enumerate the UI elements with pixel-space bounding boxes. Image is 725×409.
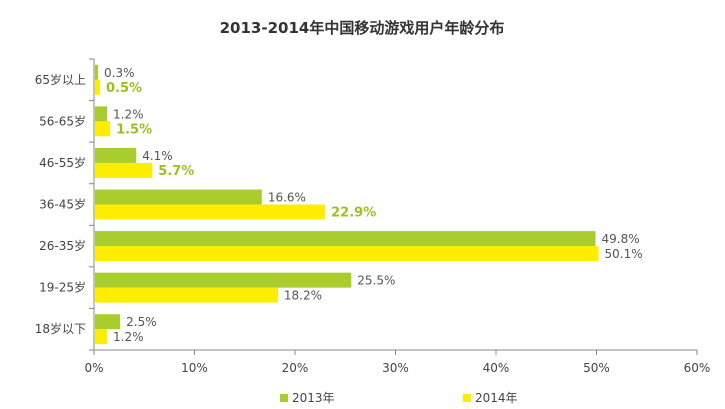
data-label: 18.2% <box>284 289 322 303</box>
data-label: 2.5% <box>126 315 157 329</box>
bar-2014 <box>95 287 278 303</box>
bar-2013 <box>95 314 121 330</box>
y-tick-label: 56-65岁 <box>39 113 86 128</box>
bar-2013 <box>95 64 99 80</box>
data-label: 0.5% <box>106 81 142 96</box>
bar-2013 <box>95 231 596 247</box>
bar-2013 <box>95 272 352 288</box>
y-tick-label: 46-55岁 <box>39 155 86 170</box>
chart-title: 2013-2014年中国移动游戏用户年龄分布 <box>220 19 505 37</box>
y-tick-label: 65岁以上 <box>35 72 86 87</box>
data-label: 5.7% <box>158 164 194 179</box>
x-tick-label: 50% <box>583 361 610 375</box>
y-tick-label: 19-25岁 <box>39 280 86 295</box>
legend: 2013年 2014年 <box>280 391 518 405</box>
bar-2014 <box>95 162 153 178</box>
y-tick-label: 26-35岁 <box>39 238 86 253</box>
data-label: 25.5% <box>357 274 395 288</box>
x-tick-label: 30% <box>382 361 409 375</box>
data-label: 22.9% <box>331 206 376 221</box>
x-tick-label: 40% <box>483 361 510 375</box>
data-label: 1.5% <box>116 122 152 137</box>
y-tick-label: 36-45岁 <box>39 197 86 212</box>
bar-2014 <box>95 204 326 220</box>
plot-area: 65岁以上 56-65岁 46-55岁 36-45岁 26-35岁 19-25岁 18岁以下… <box>35 58 711 375</box>
data-label: 1.2% <box>113 330 144 344</box>
data-label: 4.1% <box>142 149 173 163</box>
bar-2014 <box>95 121 111 137</box>
legend-label: 2014年 <box>475 391 518 405</box>
data-label: 50.1% <box>605 247 643 261</box>
bar-2014 <box>95 329 108 345</box>
bar-2013 <box>95 106 108 122</box>
x-tick-label: 20% <box>282 361 309 375</box>
x-tick-label: 60% <box>684 361 711 375</box>
bar-2014 <box>95 246 599 262</box>
legend-swatch-2014 <box>463 394 471 402</box>
data-label: 49.8% <box>601 232 639 246</box>
data-label: 0.3% <box>104 66 135 80</box>
x-tick-label: 0% <box>84 361 103 375</box>
bar-2013 <box>95 147 137 163</box>
y-tick-label: 18岁以下 <box>35 321 86 336</box>
legend-swatch-2013 <box>280 394 288 402</box>
data-label: 1.2% <box>113 107 144 121</box>
legend-label: 2013年 <box>292 391 335 405</box>
bar-2013 <box>95 189 262 205</box>
x-tick-label: 10% <box>181 361 208 375</box>
data-label: 16.6% <box>268 191 306 205</box>
bar-2014 <box>95 79 101 95</box>
